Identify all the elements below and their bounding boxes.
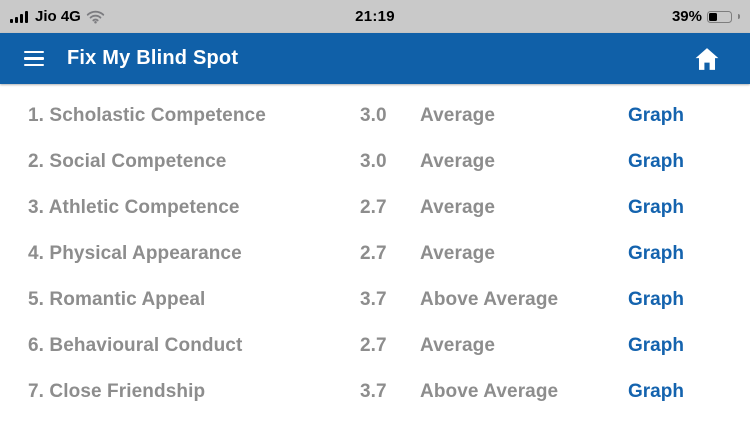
list-item: 7. Close Friendship 3.7 Above Average Gr…	[0, 369, 750, 415]
battery-percent-label: 39%	[671, 8, 702, 25]
graph-link[interactable]: Graph	[628, 197, 684, 218]
item-rating: Above Average	[420, 381, 559, 402]
item-rating: Average	[420, 197, 495, 218]
graph-link[interactable]: Graph	[628, 151, 684, 172]
item-label: 5. Romantic Appeal	[28, 289, 206, 310]
item-label: 3. Athletic Competence	[28, 197, 240, 218]
cellular-signal-icon	[10, 10, 28, 23]
list-item: 6. Behavioural Conduct 2.7 Average Graph	[0, 323, 750, 369]
graph-link[interactable]: Graph	[628, 335, 684, 356]
item-rating: Above Average	[420, 289, 559, 310]
item-score: 3.7	[360, 289, 387, 310]
list-item: 3. Athletic Competence 2.7 Average Graph	[0, 185, 750, 231]
status-bar: Jio 4G 21:19 39%	[0, 0, 750, 33]
item-rating: Average	[420, 335, 495, 356]
list-item: 1. Scholastic Competence 3.0 Average Gra…	[0, 93, 750, 139]
item-label: 1. Scholastic Competence	[28, 105, 266, 126]
battery-icon	[707, 10, 732, 23]
item-score: 3.7	[360, 381, 387, 402]
item-score: 2.7	[360, 197, 387, 218]
hamburger-menu-icon[interactable]	[24, 47, 44, 71]
app-header: Fix My Blind Spot	[0, 33, 750, 84]
item-rating: Average	[420, 151, 495, 172]
item-score: 3.0	[360, 105, 387, 126]
item-score: 3.0	[360, 151, 387, 172]
list-item: 4. Physical Appearance 2.7 Average Graph	[0, 231, 750, 277]
graph-link[interactable]: Graph	[628, 105, 684, 126]
battery-nub	[738, 14, 740, 19]
graph-link[interactable]: Graph	[628, 381, 684, 402]
item-rating: Average	[420, 243, 495, 264]
graph-link[interactable]: Graph	[628, 289, 684, 310]
item-score: 2.7	[360, 243, 387, 264]
home-button[interactable]	[694, 47, 720, 71]
graph-link[interactable]: Graph	[628, 243, 684, 264]
item-label: 2. Social Competence	[28, 151, 227, 172]
carrier-label: Jio 4G	[35, 8, 81, 25]
item-label: 4. Physical Appearance	[28, 243, 242, 264]
item-score: 2.7	[360, 335, 387, 356]
page-title: Fix My Blind Spot	[67, 47, 239, 69]
wifi-icon	[86, 10, 105, 24]
item-rating: Average	[420, 105, 495, 126]
battery-fill	[709, 12, 718, 21]
list-item: 5. Romantic Appeal 3.7 Above Average Gra…	[0, 277, 750, 323]
home-icon	[695, 47, 719, 70]
list-item: 2. Social Competence 3.0 Average Graph	[0, 139, 750, 185]
item-label: 7. Close Friendship	[28, 381, 206, 402]
status-time: 21:19	[355, 8, 395, 25]
competence-list: 1. Scholastic Competence 3.0 Average Gra…	[0, 84, 750, 422]
item-label: 6. Behavioural Conduct	[28, 335, 243, 356]
